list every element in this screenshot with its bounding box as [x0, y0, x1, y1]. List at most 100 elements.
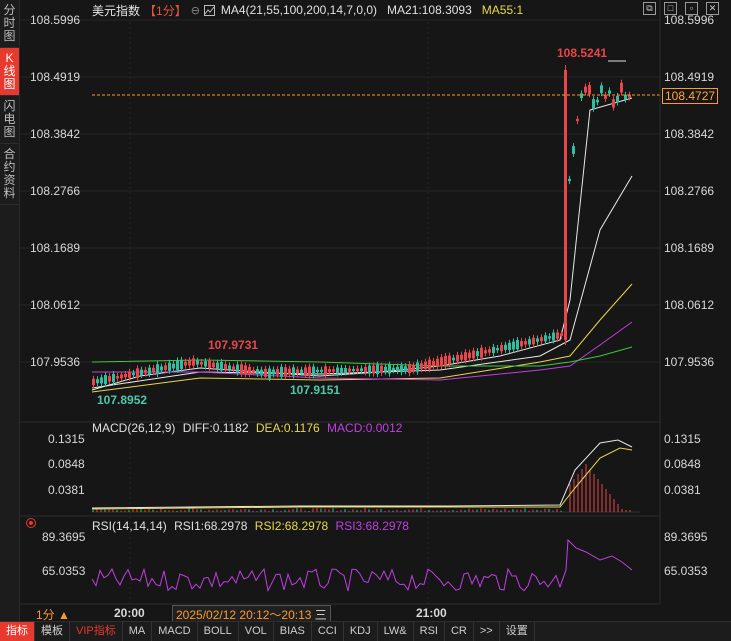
- candle: [616, 95, 619, 103]
- ma-lines: [91, 97, 633, 393]
- candle: [300, 369, 303, 373]
- time-axis: 1分 ▲ 20:00 2025/02/12 20:12～20:13 三 21:0…: [20, 604, 660, 624]
- candle: [588, 85, 591, 95]
- macd-tick: 0.1315: [664, 432, 701, 446]
- instrument-title[interactable]: 美元指数: [92, 3, 141, 18]
- candle: [136, 368, 139, 379]
- tab-ma[interactable]: MA: [123, 622, 153, 641]
- price-tick: 107.9536: [664, 355, 715, 369]
- candle: [484, 350, 487, 354]
- chart-header: 美元指数 【1分】 ⊖ MA4(21,55,100,200,14,7,0,0) …: [92, 0, 661, 20]
- macd-tick: 0.1315: [48, 432, 85, 446]
- price-tick: 108.3842: [664, 127, 715, 141]
- period-selector[interactable]: 1分 ▲: [36, 608, 70, 622]
- maximize-icon[interactable]: □: [664, 2, 677, 15]
- candle: [160, 366, 163, 371]
- candle: [272, 369, 275, 375]
- tab-cr[interactable]: CR: [445, 622, 474, 641]
- candle: [220, 361, 223, 371]
- tab-template[interactable]: 模板: [35, 622, 70, 641]
- candle: [212, 362, 215, 368]
- candle: [408, 363, 411, 374]
- candle: [568, 178, 571, 182]
- indicator-tab-bar: 指标 模板 VIP指标 MA MACD BOLL VOL BIAS CCI KD…: [0, 621, 731, 641]
- ma-line: [91, 346, 633, 367]
- ma-line: [91, 97, 633, 391]
- candle: [108, 376, 111, 382]
- macd-diff: DIFF:0.1182: [182, 421, 249, 435]
- tab-cci[interactable]: CCI: [312, 622, 344, 641]
- candle: [224, 364, 227, 370]
- candle: [380, 365, 383, 373]
- macd-dea: DEA:0.1176: [255, 421, 320, 435]
- close-icon[interactable]: ✕: [706, 2, 719, 15]
- period-selector-label: 1分: [36, 608, 55, 622]
- tab-timeline[interactable]: 分时图: [0, 0, 19, 48]
- price-tick: 108.4919: [30, 70, 81, 84]
- price-tick: 108.2766: [664, 184, 715, 198]
- ma-line: [92, 321, 633, 381]
- price-tick: 107.9536: [30, 355, 81, 369]
- candle: [168, 362, 171, 371]
- candle: [264, 368, 267, 377]
- ma-line: [91, 283, 633, 393]
- tab-more[interactable]: >>: [474, 622, 500, 641]
- candle: [432, 360, 435, 367]
- candle: [128, 371, 131, 378]
- window-icon[interactable]: ▫: [685, 2, 698, 15]
- restore-icon[interactable]: ⧉: [643, 2, 656, 15]
- time-range-text: 2025/02/12 20:12～20:13: [176, 608, 312, 622]
- tab-vol[interactable]: VOL: [239, 622, 274, 641]
- price-tick: 108.2766: [30, 184, 81, 198]
- tab-kdj[interactable]: KDJ: [344, 622, 378, 641]
- candle: [260, 369, 263, 375]
- tab-bias[interactable]: BIAS: [274, 622, 312, 641]
- candle: [412, 365, 415, 371]
- rsi2-value: RSI2:68.2978: [254, 519, 329, 533]
- candle: [496, 348, 499, 351]
- rsi-tick: 65.0353: [42, 564, 86, 578]
- candle: [292, 367, 295, 376]
- rsi-tick: 89.3695: [42, 530, 86, 544]
- high-annotation: 108.5241: [557, 46, 608, 60]
- candle: [360, 368, 363, 372]
- candle: [232, 366, 235, 370]
- tab-flash[interactable]: 闪电图: [0, 96, 19, 144]
- rsi-tick: 65.0353: [664, 564, 708, 578]
- tab-lwr[interactable]: LW&: [378, 622, 414, 641]
- tab-macd[interactable]: MACD: [152, 622, 198, 641]
- tab-vip-indicator[interactable]: VIP指标: [70, 622, 123, 641]
- candle: [352, 368, 355, 372]
- period-label[interactable]: 【1分】: [144, 3, 187, 18]
- settings-icon[interactable]: ⊖: [190, 4, 200, 17]
- tab-settings[interactable]: 设置: [500, 622, 535, 641]
- candle: [304, 367, 307, 375]
- time-tick: 20:00: [114, 606, 145, 620]
- macd-header: MACD(26,12,9) DIFF:0.1182 DEA:0.1176 MAC…: [92, 421, 406, 435]
- price-tick: 108.0612: [30, 298, 81, 312]
- candle: [624, 94, 627, 100]
- candle: [356, 368, 359, 372]
- candle: [508, 342, 511, 351]
- candle: [488, 349, 491, 353]
- candle: [600, 85, 603, 94]
- window-controls: ⧉ □ ▫ ✕: [643, 2, 719, 15]
- tab-indicator[interactable]: 指标: [0, 622, 35, 641]
- indicator-chart-icon[interactable]: [203, 4, 215, 16]
- price-tick: 108.5996: [30, 13, 81, 27]
- candle: [204, 361, 207, 367]
- candle: [280, 366, 283, 377]
- candle: [596, 99, 599, 103]
- tab-contract-info[interactable]: 合约资料: [0, 144, 19, 205]
- tab-boll[interactable]: BOLL: [198, 622, 239, 641]
- candle: [324, 366, 327, 376]
- tab-rsi[interactable]: RSI: [414, 622, 445, 641]
- candle: [316, 369, 319, 373]
- candle: [472, 350, 475, 359]
- candle: [96, 379, 99, 384]
- candle: [92, 378, 95, 386]
- indicator-toggle-icon[interactable]: [26, 518, 36, 528]
- candle: [428, 359, 431, 370]
